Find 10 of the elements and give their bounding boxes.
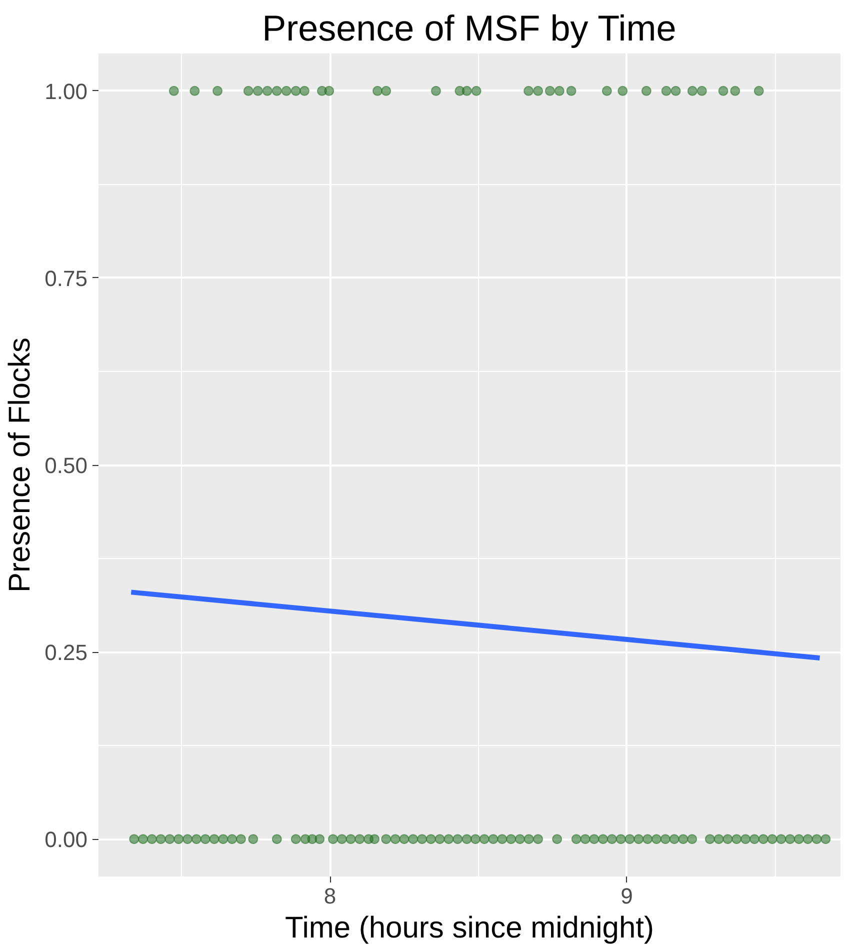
y-tick-label: 0.50 (44, 453, 88, 478)
x-axis-title: Time (hours since midnight) (284, 912, 654, 944)
y-tick-label: 0.75 (44, 266, 88, 291)
y-axis-title: Presence of Flocks (4, 337, 37, 593)
chart-title: Presence of MSF by Time (262, 8, 676, 48)
x-tick-label: 9 (620, 884, 633, 908)
y-tick-label: 0.00 (44, 827, 88, 852)
y-tick-label: 0.25 (44, 640, 88, 666)
x-tick-label: 8 (324, 884, 336, 908)
y-tick-label: 1.00 (44, 78, 88, 104)
